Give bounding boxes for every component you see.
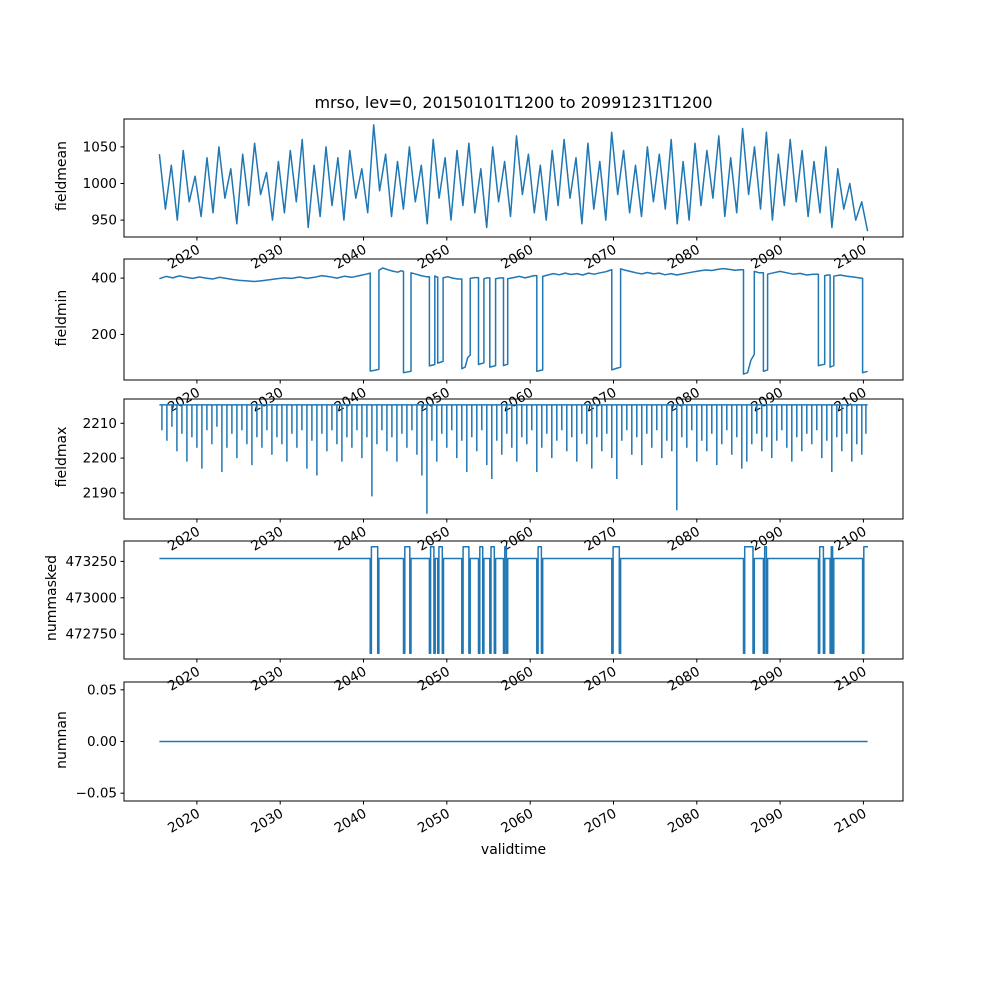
x-tick-label: 2090 — [748, 806, 786, 837]
y-tick-label: 950 — [91, 213, 117, 229]
figure-title: mrso, lev=0, 20150101T1200 to 20991231T1… — [314, 93, 713, 112]
x-tick-label: 2080 — [665, 806, 703, 837]
x-tick-label: 2100 — [832, 806, 870, 837]
fieldmin-ylabel: fieldmin — [54, 289, 70, 347]
fieldmin-series — [159, 267, 868, 375]
axes-frame — [123, 118, 904, 238]
x-tick-label: 2030 — [248, 806, 286, 837]
y-tick-label: 2210 — [83, 416, 117, 432]
fieldmin-axes: 2020 2030 2040 2050 2060 2070 2080 2090 21002004… — [91, 258, 904, 416]
axes-frame — [123, 540, 904, 660]
fieldmean-series — [158, 124, 869, 232]
y-tick-label: 473250 — [65, 554, 117, 570]
x-axis-label: validtime — [480, 842, 547, 858]
fieldmean-axes: 2020 2030 2040 2050 2060 2070 2080 2090 21009501… — [83, 118, 904, 273]
x-tick-label: 2050 — [415, 806, 453, 837]
y-tick-label: 400 — [91, 271, 117, 287]
y-tick-label: 2190 — [83, 485, 117, 501]
axes-frame — [123, 398, 904, 520]
numnan-ylabel: numnan — [54, 711, 70, 769]
y-tick-label: 0.05 — [87, 682, 117, 698]
y-tick-label: 1050 — [83, 139, 117, 155]
axes-frame — [123, 258, 904, 381]
fieldmax-ylabel: fieldmax — [54, 426, 70, 488]
fieldmean-ylabel: fieldmean — [54, 141, 70, 211]
nummasked-axes: 2020 2030 2040 2050 2060 2070 2080 2090 21004727… — [65, 540, 904, 695]
y-tick-label: 2200 — [83, 451, 117, 467]
x-tick-label: 2060 — [498, 806, 536, 837]
fieldmax-series — [159, 404, 868, 514]
y-tick-label: −0.05 — [76, 786, 117, 802]
fieldmax-axes: 2020 2030 2040 2050 2060 2070 2080 2090 21002190… — [83, 398, 904, 555]
nummasked-series — [159, 546, 868, 654]
numnan-axes: 2020 2030 2040 2050 2060 2070 2080 2090 2100 −0.0… — [76, 681, 904, 837]
y-tick-label: 200 — [91, 327, 117, 343]
x-tick-label: 2020 — [165, 806, 203, 837]
y-tick-label: 0.00 — [87, 734, 117, 750]
y-tick-label: 1000 — [83, 176, 117, 192]
y-tick-label: 472750 — [65, 627, 117, 643]
x-tick-label: 2070 — [582, 806, 620, 837]
nummasked-ylabel: nummasked — [44, 555, 60, 642]
x-tick-label: 2040 — [332, 806, 370, 837]
y-tick-label: 473000 — [65, 590, 117, 606]
